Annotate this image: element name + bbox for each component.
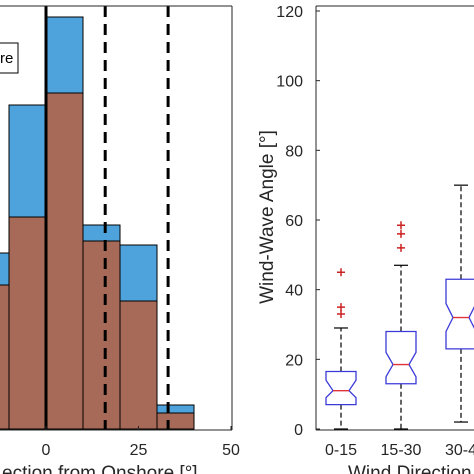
y-tick-label: 60 (285, 213, 303, 230)
histogram-panel: 0 25 50 ection from Onshore [°] re (0, 5, 240, 474)
x-axis-label: Wind Direction (348, 463, 472, 474)
y-tick-label: 40 (285, 283, 303, 300)
histogram-bar (119, 300, 158, 430)
y-tick-label: 20 (285, 352, 303, 369)
box (445, 278, 474, 350)
outlier-marker (397, 229, 405, 238)
histogram-bar (8, 216, 47, 430)
y-tick-label: 120 (276, 4, 303, 21)
x-tick-label: 15-30 (381, 442, 422, 459)
legend-text: re (0, 50, 13, 67)
histogram-bar (45, 92, 84, 430)
y-tick-label: 100 (276, 74, 303, 91)
x-tick-label: 30-4 (445, 442, 474, 459)
histogram-bar (0, 284, 10, 430)
x-tick-label: 0-15 (325, 442, 357, 459)
y-tick-label: 80 (285, 143, 303, 160)
x-tick-label: 50 (222, 442, 240, 459)
outlier-marker (337, 268, 345, 277)
x-tick-label: 25 (130, 442, 148, 459)
box (385, 330, 417, 385)
y-tick-label: 0 (294, 422, 303, 439)
outlier-marker (397, 243, 405, 252)
x-tick-label: 0 (42, 442, 51, 459)
box (325, 370, 357, 406)
outlier-marker (337, 303, 345, 312)
outlier-marker (337, 310, 345, 319)
outlier-marker (397, 221, 405, 230)
boxplot-panel: 0 20 40 60 80 100 120 0-15 15-30 30-4 Wind-Wave An… (257, 4, 474, 474)
histogram-bar (82, 240, 121, 430)
legend-box (0, 42, 19, 74)
histogram-bar (156, 412, 195, 430)
y-axis-label: Wind-Wave Angle [°] (257, 130, 278, 304)
x-axis-label: ection from Onshore [°] (2, 463, 198, 474)
